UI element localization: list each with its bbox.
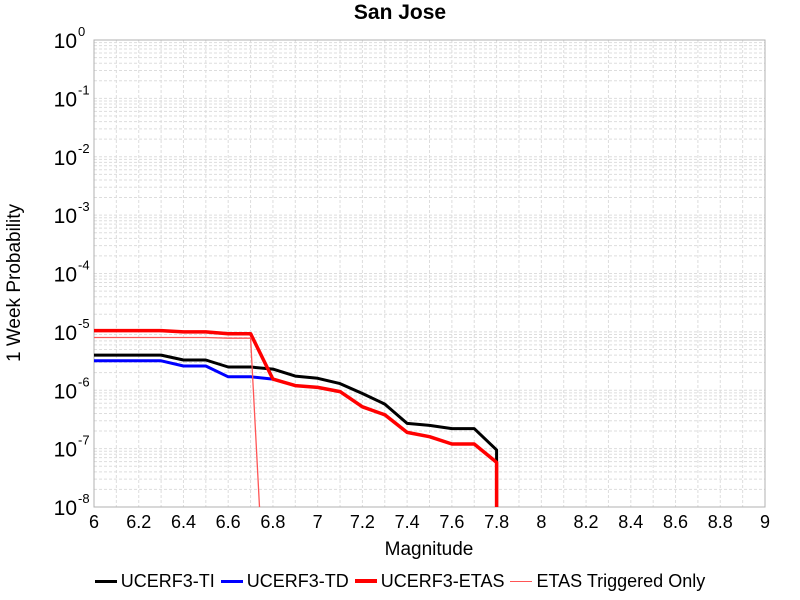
x-tick-label: 6: [89, 512, 99, 532]
svg-text:10: 10: [54, 497, 77, 520]
svg-text:10: 10: [54, 264, 77, 287]
x-tick-label: 6.8: [260, 512, 285, 532]
x-tick-label: 6.2: [126, 512, 151, 532]
legend-swatch: [510, 580, 533, 582]
legend-item: UCERF3-TD: [220, 570, 349, 592]
y-tick-label: 10 -1: [54, 82, 90, 111]
y-axis-label: 1 Week Probability: [4, 203, 25, 362]
legend-swatch: [220, 579, 243, 583]
x-tick-label: 7.6: [439, 512, 464, 532]
x-tick-label: 6.6: [216, 512, 241, 532]
svg-text:0: 0: [78, 24, 85, 39]
y-tick-label: 10 -5: [54, 316, 90, 345]
svg-text:-8: -8: [78, 491, 90, 506]
y-tick-label: 10 -8: [54, 491, 90, 520]
y-tick-label: 10 -2: [54, 141, 90, 170]
svg-text:-1: -1: [78, 82, 90, 97]
legend-label: UCERF3-TI: [120, 570, 215, 591]
series-line-etas-triggered-only: [94, 336, 261, 508]
svg-text:10: 10: [54, 322, 77, 345]
legend-item: UCERF3-TI: [94, 570, 215, 592]
legend-item: ETAS Triggered Only: [510, 571, 705, 592]
y-tick-label: 10 0: [54, 24, 86, 53]
grid: [93, 40, 766, 508]
x-axis-label: Magnitude: [385, 539, 474, 560]
y-tick-label: 10 -4: [54, 258, 90, 287]
svg-text:-2: -2: [78, 141, 90, 156]
legend-swatch: [354, 579, 377, 583]
legend: UCERF3-TI UCERF3-TD UCERF3-ETAS ETAS Trigge…: [0, 567, 800, 595]
x-tick-label: 7.8: [484, 512, 509, 532]
svg-text:10: 10: [54, 439, 77, 462]
legend-label: UCERF3-ETAS: [380, 570, 505, 591]
plot-area: [93, 39, 766, 508]
x-axis-ticks: 6 6.2 6.4 6.6 6.8 7 7.2 7.4 7.6 7.8 8 8.2 8.4 8.6 8.8 9: [89, 512, 770, 532]
svg-text:-6: -6: [78, 374, 90, 389]
x-tick-label: 8: [536, 512, 546, 532]
legend-swatch: [94, 579, 117, 583]
svg-text:-4: -4: [78, 258, 90, 273]
svg-text:10: 10: [54, 205, 77, 228]
x-tick-label: 9: [760, 512, 770, 532]
legend-item: UCERF3-ETAS: [354, 570, 505, 592]
series-line-ucerf3-td: [94, 359, 274, 381]
svg-text:10: 10: [54, 30, 77, 53]
series-line-ucerf3-etas: [94, 328, 499, 507]
svg-text:10: 10: [54, 380, 77, 403]
y-tick-label: 10 -6: [54, 374, 90, 403]
y-tick-label: 10 -3: [54, 199, 90, 228]
series-lines: [94, 328, 499, 508]
svg-text:-3: -3: [78, 199, 90, 214]
x-tick-label: 7.2: [350, 512, 375, 532]
x-tick-label: 8.2: [574, 512, 599, 532]
chart-title: San Jose: [354, 1, 446, 24]
y-tick-label: 10 -7: [54, 433, 90, 462]
x-tick-label: 8.8: [708, 512, 733, 532]
legend-label: UCERF3-TD: [246, 570, 349, 591]
x-tick-label: 8.6: [663, 512, 688, 532]
svg-text:-7: -7: [78, 433, 90, 448]
x-tick-label: 7: [313, 512, 323, 532]
svg-text:10: 10: [54, 88, 77, 111]
x-tick-label: 7.4: [395, 512, 420, 532]
svg-text:-5: -5: [78, 316, 90, 331]
svg-text:10: 10: [54, 147, 77, 170]
legend-label: ETAS Triggered Only: [536, 570, 706, 591]
x-tick-label: 8.4: [618, 512, 643, 532]
series-line-ucerf3-ti: [94, 353, 499, 507]
x-tick-label: 6.4: [171, 512, 196, 532]
